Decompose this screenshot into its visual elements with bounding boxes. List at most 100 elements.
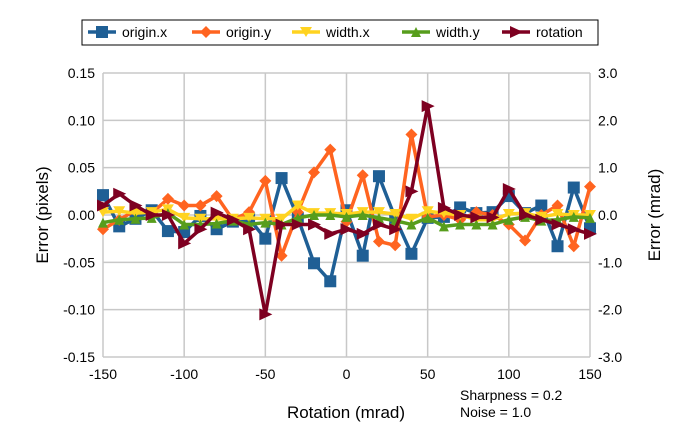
data-point bbox=[260, 217, 271, 228]
data-point bbox=[243, 223, 257, 236]
data-point bbox=[341, 211, 352, 222]
data-point bbox=[551, 209, 564, 220]
data-point bbox=[405, 247, 418, 260]
data-point bbox=[438, 221, 449, 232]
data-point bbox=[389, 239, 402, 252]
x-tick-label: -150 bbox=[89, 366, 117, 382]
data-point bbox=[97, 199, 110, 212]
legend-label: width.y bbox=[435, 24, 480, 40]
data-point bbox=[324, 275, 337, 288]
legend-label: width.x bbox=[325, 24, 370, 40]
data-point bbox=[535, 199, 548, 212]
data-point bbox=[129, 208, 142, 219]
legend-label: origin.x bbox=[122, 24, 167, 40]
data-point bbox=[97, 189, 109, 202]
y2-tick-label: 1.0 bbox=[598, 160, 618, 176]
legend-swatch-marker bbox=[510, 26, 523, 38]
data-point bbox=[357, 210, 368, 220]
y2-tick-label: 0.0 bbox=[598, 207, 618, 223]
data-point bbox=[471, 219, 482, 230]
data-point bbox=[113, 206, 126, 217]
data-point bbox=[487, 219, 498, 230]
legend-swatch-marker bbox=[300, 27, 312, 37]
data-point bbox=[372, 207, 385, 218]
data-point bbox=[291, 218, 305, 231]
data-point bbox=[503, 214, 514, 225]
data-point bbox=[308, 257, 321, 270]
data-point bbox=[584, 227, 597, 240]
legend-item-width-y: width.y bbox=[402, 24, 480, 40]
data-point bbox=[486, 211, 500, 224]
data-point bbox=[389, 209, 402, 220]
data-point bbox=[389, 223, 403, 236]
annotation-noise: Noise = 1.0 bbox=[460, 404, 531, 420]
legend-swatch-marker bbox=[96, 26, 108, 38]
data-point bbox=[470, 211, 484, 224]
data-point bbox=[309, 210, 320, 220]
data-point bbox=[179, 219, 190, 230]
data-point bbox=[551, 199, 564, 212]
data-point bbox=[455, 219, 466, 230]
data-point bbox=[178, 199, 191, 212]
data-point bbox=[372, 235, 385, 248]
data-point bbox=[243, 212, 256, 223]
data-point bbox=[421, 100, 435, 113]
y-tick-label: 0.10 bbox=[68, 112, 95, 128]
data-point bbox=[145, 209, 159, 221]
x-tick-label: -50 bbox=[255, 366, 275, 382]
legend-item-origin-x: origin.x bbox=[88, 24, 167, 40]
series-layer bbox=[97, 100, 597, 321]
y2-tick-label: 2.0 bbox=[598, 112, 618, 128]
data-point bbox=[437, 201, 451, 214]
y2-axis-title: Error (mrad) bbox=[645, 169, 664, 262]
data-point bbox=[275, 172, 288, 185]
data-point bbox=[161, 209, 175, 221]
data-point bbox=[454, 209, 468, 221]
legend-label: origin.y bbox=[226, 24, 271, 40]
data-point bbox=[405, 213, 418, 224]
data-point bbox=[259, 174, 272, 187]
data-point bbox=[226, 213, 240, 226]
data-point bbox=[567, 181, 580, 194]
x-tick-label: 150 bbox=[578, 366, 602, 382]
x-axis-title: Rotation (mrad) bbox=[287, 403, 405, 422]
data-point bbox=[405, 128, 418, 141]
data-point bbox=[324, 143, 337, 156]
data-point bbox=[291, 200, 304, 211]
y-tick-label: 0.00 bbox=[68, 207, 95, 223]
data-point bbox=[275, 213, 288, 224]
y2-tick-label: -2.0 bbox=[598, 302, 622, 318]
data-point bbox=[129, 199, 143, 212]
annotation-sharpness: Sharpness = 0.2 bbox=[460, 387, 563, 403]
data-point bbox=[356, 169, 369, 182]
y2-tick-label: -1.0 bbox=[598, 254, 622, 270]
data-point bbox=[356, 249, 369, 262]
data-point bbox=[161, 192, 174, 205]
data-point bbox=[519, 234, 532, 247]
y-axis-title: Error (pixels) bbox=[33, 166, 52, 263]
tick-labels: -150 -100 -50 0 50 100 150 0.15 0.10 0.05 0.00 -0.0… bbox=[63, 65, 622, 382]
y-tick-label: 0.15 bbox=[68, 65, 95, 81]
data-point bbox=[211, 218, 222, 229]
data-point bbox=[568, 211, 579, 222]
data-point bbox=[113, 187, 127, 200]
legend-swatch-marker bbox=[411, 27, 421, 37]
data-point bbox=[325, 210, 336, 220]
y-tick-label: -0.05 bbox=[63, 254, 95, 270]
legend-item-rotation: rotation bbox=[502, 24, 583, 40]
x-tick-label: 0 bbox=[343, 366, 351, 382]
legend: origin.x origin.y width.x width.y rotation bbox=[81, 19, 599, 46]
y2-tick-label: 3.0 bbox=[598, 65, 618, 81]
y-tick-label: 0.05 bbox=[68, 160, 95, 176]
data-point bbox=[308, 218, 322, 231]
data-point bbox=[275, 218, 289, 231]
legend-label: rotation bbox=[536, 24, 583, 40]
data-point bbox=[406, 219, 417, 230]
data-point bbox=[551, 240, 564, 253]
data-point bbox=[502, 209, 515, 220]
data-point bbox=[372, 218, 386, 231]
data-point bbox=[356, 227, 370, 240]
data-point bbox=[308, 166, 321, 179]
x-tick-label: 100 bbox=[497, 366, 521, 382]
